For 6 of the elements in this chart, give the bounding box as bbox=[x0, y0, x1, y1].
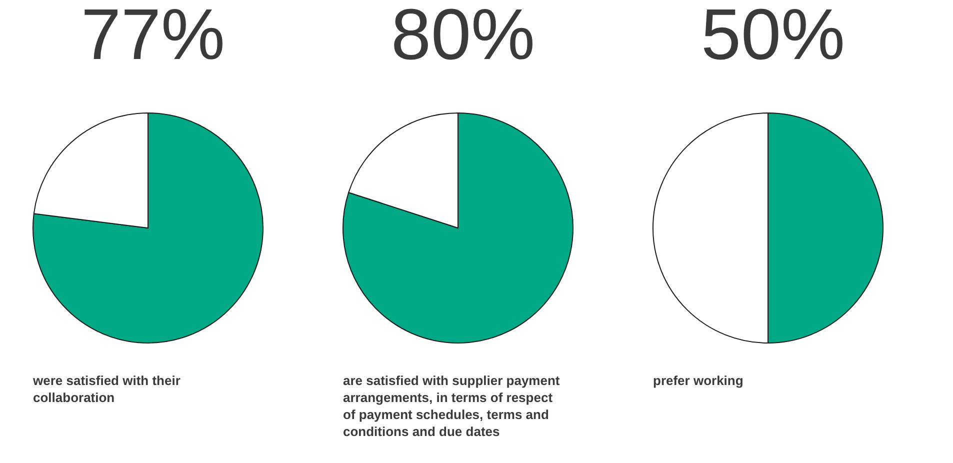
chart-title: 80% bbox=[390, 0, 536, 75]
chart-title: 77% bbox=[80, 0, 226, 75]
chart-title: 50% bbox=[700, 0, 846, 75]
text: are satisfied with supplier payment arrangements, in terms of respect of payment schedules, terms and conditions and due dates bbox=[343, 373, 564, 439]
text: prefer working bbox=[653, 373, 744, 388]
text: were satisfied with their collaboration bbox=[32, 373, 184, 405]
